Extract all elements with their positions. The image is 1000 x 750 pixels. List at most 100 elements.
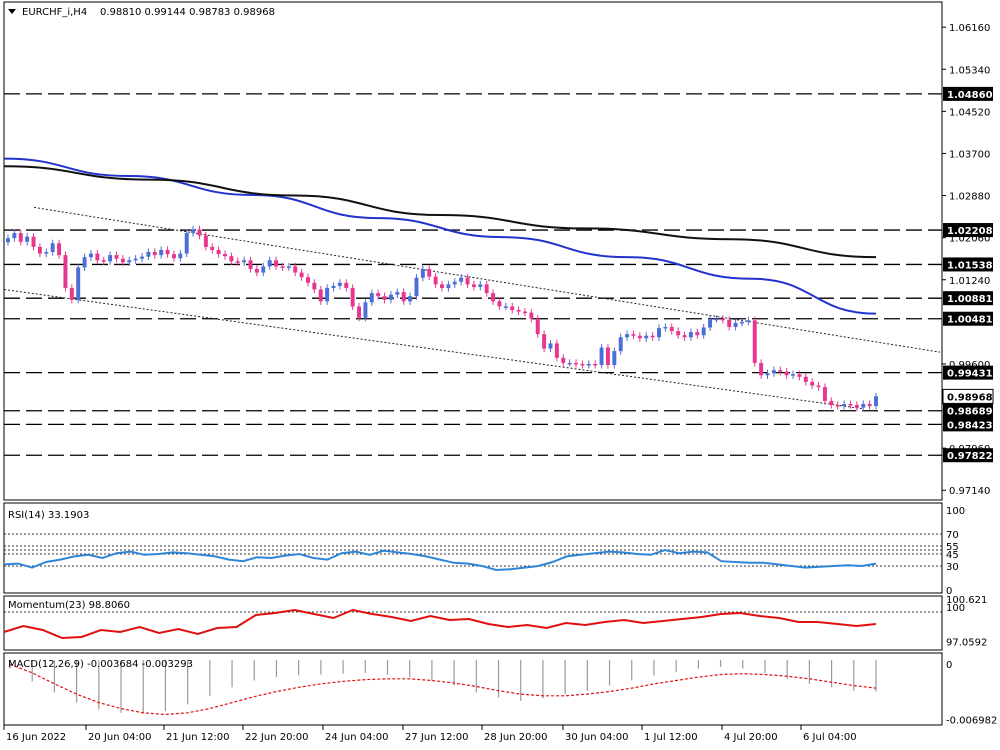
chevron-down-icon[interactable] — [8, 9, 16, 14]
momentum-line — [3, 608, 877, 640]
candle-body — [223, 254, 227, 257]
macd-tick-label: 0 — [946, 660, 952, 671]
candle-body — [561, 357, 566, 363]
candle-body — [331, 285, 336, 288]
level-label: 1.00881 — [947, 294, 993, 305]
candle-body — [95, 253, 100, 261]
candle-body — [491, 293, 496, 302]
level-label-box — [943, 311, 993, 326]
rsi-line — [3, 548, 877, 572]
time-tick-label: 30 Jun 04:00 — [565, 732, 629, 743]
candle-body — [433, 276, 438, 285]
candle-body — [108, 255, 113, 262]
momentum-tick-label: 97.0592 — [946, 637, 987, 648]
candle-body — [18, 233, 23, 242]
candle-body — [484, 284, 489, 294]
candle-body — [739, 321, 744, 324]
candle-body — [797, 374, 802, 377]
momentum-tick-label: 100 — [946, 603, 965, 614]
candle-body — [25, 236, 30, 242]
candle-body — [605, 347, 610, 365]
candle-body — [286, 266, 291, 268]
time-tick-label: 21 Jun 12:00 — [166, 732, 230, 743]
level-label: 1.02208 — [947, 226, 993, 237]
candle-body — [874, 396, 878, 407]
candle-body — [599, 347, 604, 365]
candle-body — [688, 332, 693, 338]
candle-body — [63, 255, 68, 288]
momentum-panel-frame — [3, 595, 943, 651]
candle-body — [127, 260, 132, 263]
channel-upper-line — [33, 206, 941, 353]
price-tick-label: 1.02880 — [949, 192, 990, 203]
candle-body — [784, 371, 789, 376]
time-tick-label: 27 Jun 12:00 — [405, 732, 469, 743]
time-tick-label: 24 Jun 04:00 — [325, 732, 389, 743]
candle-body — [318, 289, 323, 302]
channel-lines — [3, 206, 941, 410]
rsi-tick-label: 55 — [946, 542, 959, 553]
candle-body — [165, 249, 170, 255]
time-tick-label: 20 Jun 04:00 — [88, 732, 152, 743]
candle-body — [631, 334, 636, 336]
candle-body — [835, 405, 840, 407]
candle-body — [542, 334, 547, 349]
candle-body — [771, 370, 776, 374]
price-tick-label: 1.04520 — [949, 107, 990, 118]
candle-body — [554, 343, 559, 358]
candle-body — [388, 294, 393, 300]
candle-body — [701, 327, 706, 336]
candle-body — [516, 310, 521, 312]
candle-body — [759, 362, 764, 376]
candle-body — [312, 282, 317, 290]
level-label-box — [943, 365, 993, 380]
ma-fast-line — [3, 157, 877, 315]
candle-body — [299, 272, 304, 278]
macd-panel: MACD(12,26,9) -0.003684 -0.003293 0 -0.006… — [8, 659, 997, 726]
candle-body — [57, 243, 62, 256]
candle-body — [120, 258, 125, 263]
price-axis: 1.06160 1.05340 1.04520 1.03700 1.02880 1.020… — [942, 23, 994, 497]
candle-body — [676, 331, 681, 336]
candle-body — [580, 363, 585, 366]
ohlc-label: 0.98810 0.99144 0.98783 0.98968 — [100, 7, 275, 18]
candle-body — [765, 373, 770, 376]
candle-body — [497, 301, 502, 307]
level-label: 0.99431 — [947, 369, 993, 380]
candle-body — [414, 277, 419, 297]
current-price-box — [942, 388, 994, 404]
price-tick-label: 1.06160 — [949, 23, 990, 34]
level-label: 1.01538 — [947, 260, 993, 271]
candle-body — [267, 260, 272, 267]
price-tick-label: 1.02060 — [949, 234, 990, 245]
candle-body — [337, 282, 342, 286]
time-axis: 16 Jun 2022 20 Jun 04:00 21 Jun 12:00 22 Ju… — [3, 725, 857, 743]
candle-body — [184, 233, 189, 254]
candle-body — [695, 332, 700, 336]
candle-body — [548, 343, 553, 349]
candle-body — [746, 320, 751, 322]
candle-body — [401, 292, 406, 302]
candle-body — [778, 370, 783, 372]
macd-panel-frame — [3, 652, 943, 726]
candle-body — [440, 284, 444, 288]
candlesticks — [6, 225, 878, 412]
candle-body — [669, 326, 674, 332]
candle-body — [510, 306, 515, 311]
candle-body — [395, 292, 400, 295]
candle-body — [191, 229, 196, 234]
candle-body — [612, 351, 617, 365]
time-tick-label: 22 Jun 20:00 — [245, 732, 309, 743]
price-tick-label: 1.05340 — [949, 65, 990, 76]
momentum-title: Momentum(23) 98.8060 — [8, 600, 130, 611]
current-price-label: 0.98968 — [947, 392, 993, 403]
candle-body — [37, 246, 42, 254]
time-tick-label: 1 Jul 12:00 — [644, 732, 698, 743]
price-tick-label: 1.01240 — [949, 276, 990, 287]
candle-body — [720, 318, 725, 321]
rsi-tick-label: 0 — [946, 586, 952, 597]
